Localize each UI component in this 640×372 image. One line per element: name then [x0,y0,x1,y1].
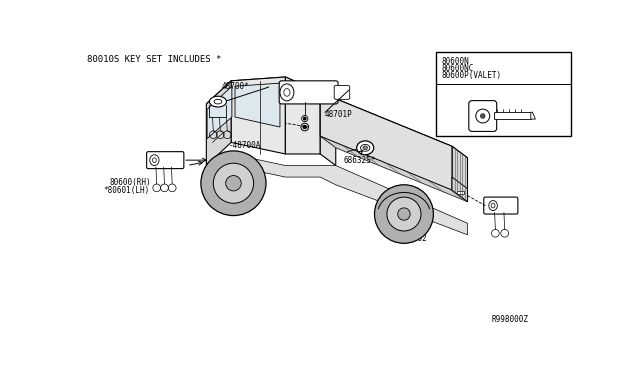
Circle shape [213,163,253,203]
Ellipse shape [284,89,290,96]
Text: 80600(RH): 80600(RH) [110,178,152,187]
Text: 80600NC: 80600NC [442,64,474,73]
Text: *90602: *90602 [399,234,427,243]
Ellipse shape [491,203,495,208]
Polygon shape [531,112,536,119]
Circle shape [303,118,306,120]
Polygon shape [235,83,280,127]
Polygon shape [285,77,320,154]
Polygon shape [320,92,336,166]
FancyBboxPatch shape [484,197,518,214]
Text: 48701P: 48701P [324,110,352,119]
Polygon shape [320,92,452,190]
Text: *80601(LH): *80601(LH) [104,186,150,195]
Circle shape [481,114,485,118]
Polygon shape [206,77,336,123]
Circle shape [226,176,241,191]
Polygon shape [452,146,467,202]
Ellipse shape [209,96,227,107]
Circle shape [387,197,421,231]
Circle shape [374,185,433,243]
Ellipse shape [152,158,156,163]
Ellipse shape [214,99,222,104]
FancyBboxPatch shape [279,81,338,104]
Ellipse shape [150,155,159,166]
Polygon shape [207,86,232,139]
Polygon shape [206,81,231,166]
Text: -48700A: -48700A [229,141,261,150]
Circle shape [397,208,410,220]
Bar [458,191,463,194]
Polygon shape [231,77,285,154]
Polygon shape [452,177,467,202]
Ellipse shape [280,84,294,101]
Circle shape [201,151,266,216]
Bar [436,52,571,136]
Ellipse shape [489,201,497,211]
Polygon shape [206,154,467,235]
FancyBboxPatch shape [147,152,184,169]
Text: R998000Z: R998000Z [492,315,529,324]
Text: 80010S KEY SET INCLUDES *: 80010S KEY SET INCLUDES * [88,55,222,64]
Bar [493,112,531,119]
Circle shape [303,125,307,129]
FancyBboxPatch shape [334,86,349,99]
Ellipse shape [356,141,374,155]
FancyBboxPatch shape [468,100,497,131]
Polygon shape [320,92,467,158]
Text: 48700*: 48700* [221,82,249,91]
Text: 80600P(VALET): 80600P(VALET) [442,71,502,80]
Polygon shape [320,136,467,202]
Ellipse shape [363,146,367,150]
Text: 80600N: 80600N [442,57,469,67]
Ellipse shape [360,144,370,151]
Text: 68632S*: 68632S* [344,156,376,165]
